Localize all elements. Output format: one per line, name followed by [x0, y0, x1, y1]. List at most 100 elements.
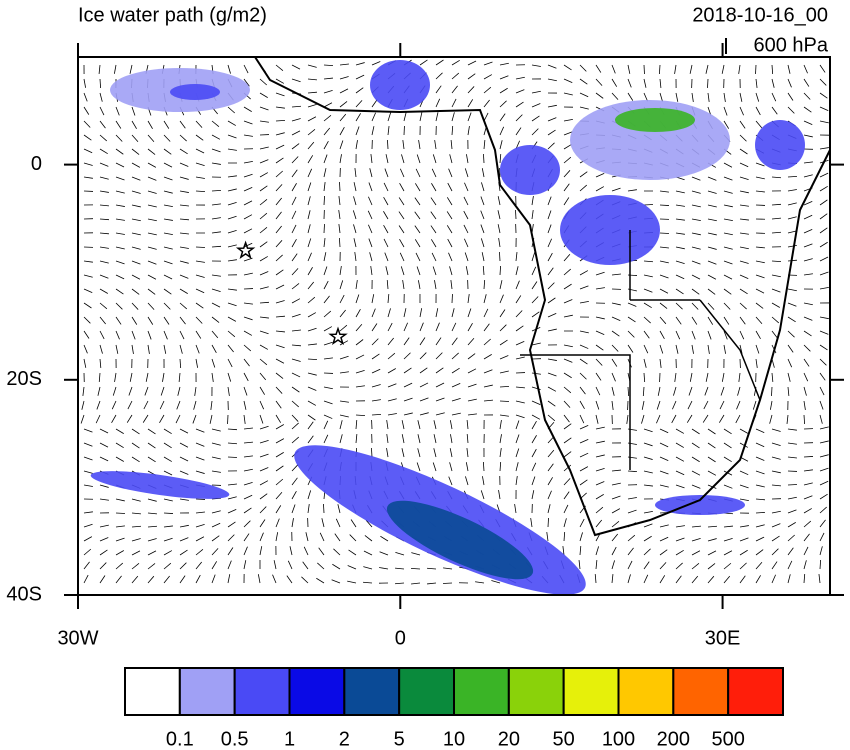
- colorbar-box: [727, 667, 785, 716]
- wind-barb: [467, 413, 477, 416]
- wind-barb: [563, 314, 573, 318]
- wind-barb: [499, 324, 507, 332]
- wind-barb: [643, 344, 649, 354]
- wind-barb: [210, 400, 213, 410]
- wind-barb: [739, 246, 749, 250]
- wind-barb: [275, 106, 285, 109]
- wind-barb: [723, 456, 732, 463]
- wind-barb: [291, 105, 302, 108]
- wind-barb: [115, 330, 120, 340]
- wind-barb: [131, 302, 139, 310]
- wind-barb: [147, 330, 152, 340]
- wind-barb: [370, 154, 373, 164]
- wind-barb: [112, 386, 117, 396]
- wind-barb: [739, 344, 743, 354]
- wind-barb: [656, 400, 661, 410]
- wind-barb: [416, 154, 421, 164]
- wind-barb: [323, 223, 325, 234]
- wind-barb: [547, 224, 552, 234]
- colorbar-label: 2: [339, 728, 350, 750]
- wind-barb: [643, 302, 652, 309]
- wind-barb: [531, 252, 536, 262]
- wind-barb: [115, 550, 125, 556]
- wind-barb: [163, 120, 170, 129]
- wind-barb: [627, 92, 634, 101]
- wind-barb: [739, 549, 748, 556]
- wind-barb: [275, 170, 283, 178]
- wind-barb: [275, 424, 285, 430]
- wind-barb: [371, 368, 381, 374]
- wind-barb: [611, 273, 621, 276]
- wind-barb: [769, 414, 773, 424]
- wind-barb: [395, 567, 405, 570]
- wind-barb: [707, 456, 716, 463]
- wind-barb: [163, 512, 174, 514]
- wind-barb: [675, 442, 684, 448]
- wind-barb: [398, 211, 405, 220]
- wind-barb: [163, 550, 173, 556]
- wind-barb: [371, 112, 376, 122]
- wind-barb: [259, 439, 269, 444]
- wind-barb: [659, 232, 670, 234]
- wind-barb: [803, 78, 810, 87]
- wind-barb: [531, 266, 537, 276]
- wind-barb: [755, 260, 765, 264]
- wind-barb: [707, 274, 717, 280]
- wind-barb: [403, 382, 413, 388]
- wind-barb: [323, 280, 329, 290]
- wind-barb: [323, 386, 333, 390]
- wind-barb: [179, 162, 189, 167]
- wind-barb: [739, 537, 749, 542]
- wind-barb: [451, 112, 455, 122]
- wind-barb: [386, 448, 389, 458]
- wind-barb: [301, 576, 309, 584]
- wind-barb: [243, 160, 253, 164]
- wind-barb: [419, 308, 423, 318]
- wind-barb: [787, 358, 793, 368]
- wind-barb: [702, 414, 709, 423]
- wind-barb: [707, 428, 716, 435]
- wind-barb: [627, 330, 635, 338]
- wind-barb: [403, 308, 407, 318]
- wind-barb: [179, 316, 186, 325]
- wind-barb: [211, 428, 221, 432]
- wind-barb: [467, 323, 473, 332]
- wind-barb: [179, 218, 189, 221]
- wind-barb: [387, 112, 392, 122]
- wind-barb: [115, 442, 124, 449]
- wind-barb: [192, 414, 197, 424]
- wind-barb: [243, 242, 253, 248]
- wind-barb: [113, 64, 117, 74]
- wind-barb: [675, 428, 685, 434]
- wind-barb: [627, 78, 632, 88]
- wind-barb: [403, 322, 409, 332]
- wind-barb: [379, 551, 389, 556]
- wind-barb: [641, 414, 645, 424]
- wind-barb: [771, 78, 775, 88]
- wind-barb: [350, 519, 357, 528]
- wind-barb: [547, 64, 557, 69]
- wind-barb: [515, 448, 520, 458]
- wind-barb: [111, 400, 117, 410]
- wind-barb: [275, 330, 285, 333]
- wind-barb: [483, 369, 493, 374]
- wind-barb: [80, 414, 85, 424]
- wind-barb: [83, 456, 93, 461]
- wind-barb: [318, 547, 325, 556]
- wind-barb: [339, 63, 349, 66]
- wind-barb: [803, 106, 812, 113]
- wind-barb: [417, 434, 421, 444]
- wind-barb: [659, 524, 669, 528]
- wind-barb: [115, 316, 122, 325]
- wind-barb: [195, 176, 205, 179]
- wind-barb: [323, 420, 329, 430]
- wind-barb: [787, 386, 790, 396]
- wind-barb: [431, 168, 437, 178]
- wind-barb: [259, 120, 269, 123]
- wind-barb: [531, 90, 541, 94]
- wind-barb: [547, 238, 552, 248]
- wind-barb: [115, 232, 125, 235]
- cloud: [90, 471, 230, 499]
- wind-barb: [243, 455, 253, 458]
- wind-barb: [739, 106, 744, 116]
